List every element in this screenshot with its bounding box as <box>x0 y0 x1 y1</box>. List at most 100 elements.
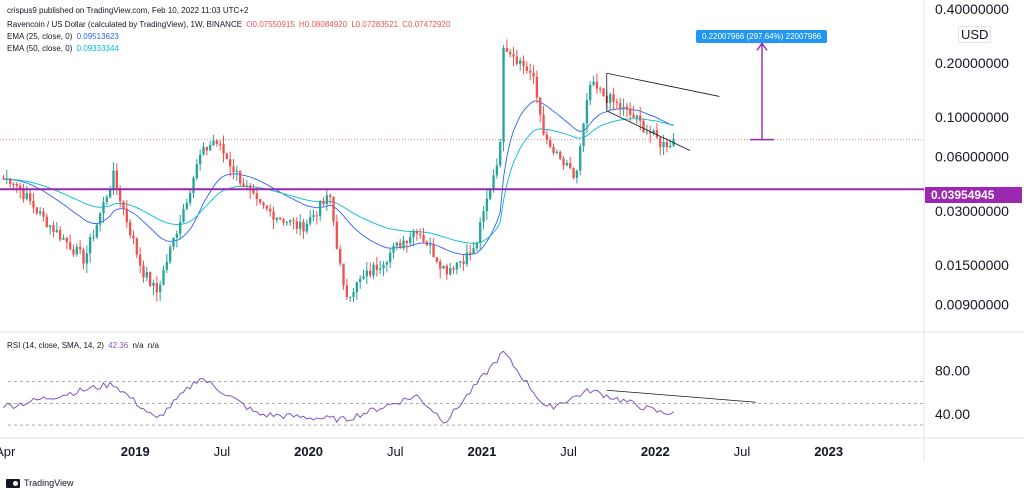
candle-body <box>262 202 265 206</box>
candle-body <box>158 284 162 293</box>
time-tick-label: Apr <box>0 444 16 459</box>
candle-body <box>85 253 88 264</box>
candle-body <box>335 221 339 249</box>
candle-body <box>128 222 132 236</box>
candle-body <box>15 184 18 186</box>
candle-body <box>455 262 459 270</box>
candle-body <box>355 282 359 293</box>
candle-body <box>75 246 78 255</box>
candle-body <box>88 237 92 254</box>
candle-body <box>35 207 38 214</box>
candle-body <box>132 235 135 239</box>
channel-upper-line <box>606 72 720 97</box>
candle-body <box>182 208 185 223</box>
candle-body <box>489 189 492 199</box>
candle-body <box>669 145 672 148</box>
candle-body <box>305 223 309 232</box>
price-tick-label: 0.00900000 <box>935 297 1009 313</box>
candle-body <box>8 178 12 184</box>
candle-body <box>272 211 275 220</box>
candle-body <box>145 272 148 278</box>
footer-branding[interactable]: TradingView <box>6 478 74 488</box>
candle-body <box>435 257 439 262</box>
candle-body <box>375 264 379 270</box>
rsi-na-2: n/a <box>147 341 159 350</box>
candle-body <box>72 249 75 255</box>
candle-body <box>22 189 25 199</box>
candle-body <box>292 220 295 222</box>
candle-body <box>515 56 519 64</box>
price-tick-label: 0.10000000 <box>935 109 1009 125</box>
candle-body <box>162 269 165 285</box>
ema50-line <box>3 118 674 244</box>
measure-arrowhead <box>756 42 768 51</box>
candle-body <box>535 76 539 98</box>
candle-body <box>549 139 552 147</box>
candle-body <box>485 198 489 212</box>
candle-body <box>92 237 95 239</box>
candle-body <box>472 248 475 255</box>
ema25-line <box>3 100 674 256</box>
candle-body <box>282 219 285 223</box>
candle-body <box>309 217 312 224</box>
candle-body <box>155 282 158 293</box>
candle-body <box>95 224 98 238</box>
candle-body <box>122 201 125 209</box>
price-tick-label: 0.40000000 <box>935 1 1009 17</box>
candle-body <box>175 233 178 238</box>
candle-body <box>325 195 329 205</box>
candle-body <box>178 222 182 234</box>
candle-body <box>592 81 595 85</box>
time-tick-label: 2019 <box>121 444 150 459</box>
time-tick-label: 2022 <box>641 444 670 459</box>
candle-body <box>105 197 108 203</box>
candle-body <box>659 137 662 148</box>
price-tick-label: 0.01500000 <box>935 257 1009 273</box>
rsi-trend-line <box>606 389 756 403</box>
candle-body <box>102 202 105 214</box>
candle-body <box>222 143 225 154</box>
candle-body <box>192 178 195 194</box>
candle-body <box>25 193 28 199</box>
chart-canvas[interactable]: 0.40000000 0.20000000 0.10000000 0.06000000… <box>0 0 1024 474</box>
candle-body <box>439 261 442 269</box>
candle-body <box>625 106 629 109</box>
rsi-line <box>3 350 674 424</box>
candle-body <box>359 279 362 283</box>
candle-body <box>492 175 495 190</box>
candle-body <box>542 114 545 135</box>
candle-body <box>569 162 572 168</box>
candle-body <box>339 248 342 264</box>
candle-body <box>459 261 462 263</box>
candle-body <box>445 265 449 275</box>
candle-body <box>419 233 422 236</box>
candle-body <box>12 183 15 185</box>
candle-body <box>115 170 118 189</box>
ohlc-close: C0.07472920 <box>402 20 451 29</box>
candle-body <box>565 162 569 166</box>
candle-body <box>385 262 389 265</box>
candle-body <box>505 47 509 52</box>
ema25-value: 0.09513623 <box>76 32 119 41</box>
ema25-legend[interactable]: EMA (25, close, 0) 0.09513623 <box>7 32 121 41</box>
currency-label[interactable]: USD <box>958 26 992 43</box>
candle-body <box>479 221 482 243</box>
candle-body <box>499 142 502 166</box>
candle-body <box>58 229 62 240</box>
symbol-title[interactable]: Ravencoin / US Dollar (calculated by Tra… <box>7 20 243 29</box>
ohlc-open: O0.07550915 <box>246 20 295 29</box>
candle-body <box>482 211 485 222</box>
candle-body <box>522 60 525 67</box>
candle-body <box>38 211 42 214</box>
candle-body <box>118 188 122 202</box>
candle-body <box>462 261 465 265</box>
candle-body <box>152 282 155 286</box>
candle-body <box>562 158 565 166</box>
candle-body <box>78 246 82 250</box>
candle-body <box>502 47 505 143</box>
ema50-legend[interactable]: EMA (50, close, 0) 0.09333344 <box>7 44 121 53</box>
rsi-legend[interactable]: RSI (14, close, SMA, 14, 2) 42.36 n/a n/… <box>7 341 161 350</box>
candle-body <box>635 115 639 118</box>
candle-body <box>235 170 239 172</box>
candle-body <box>202 146 205 155</box>
